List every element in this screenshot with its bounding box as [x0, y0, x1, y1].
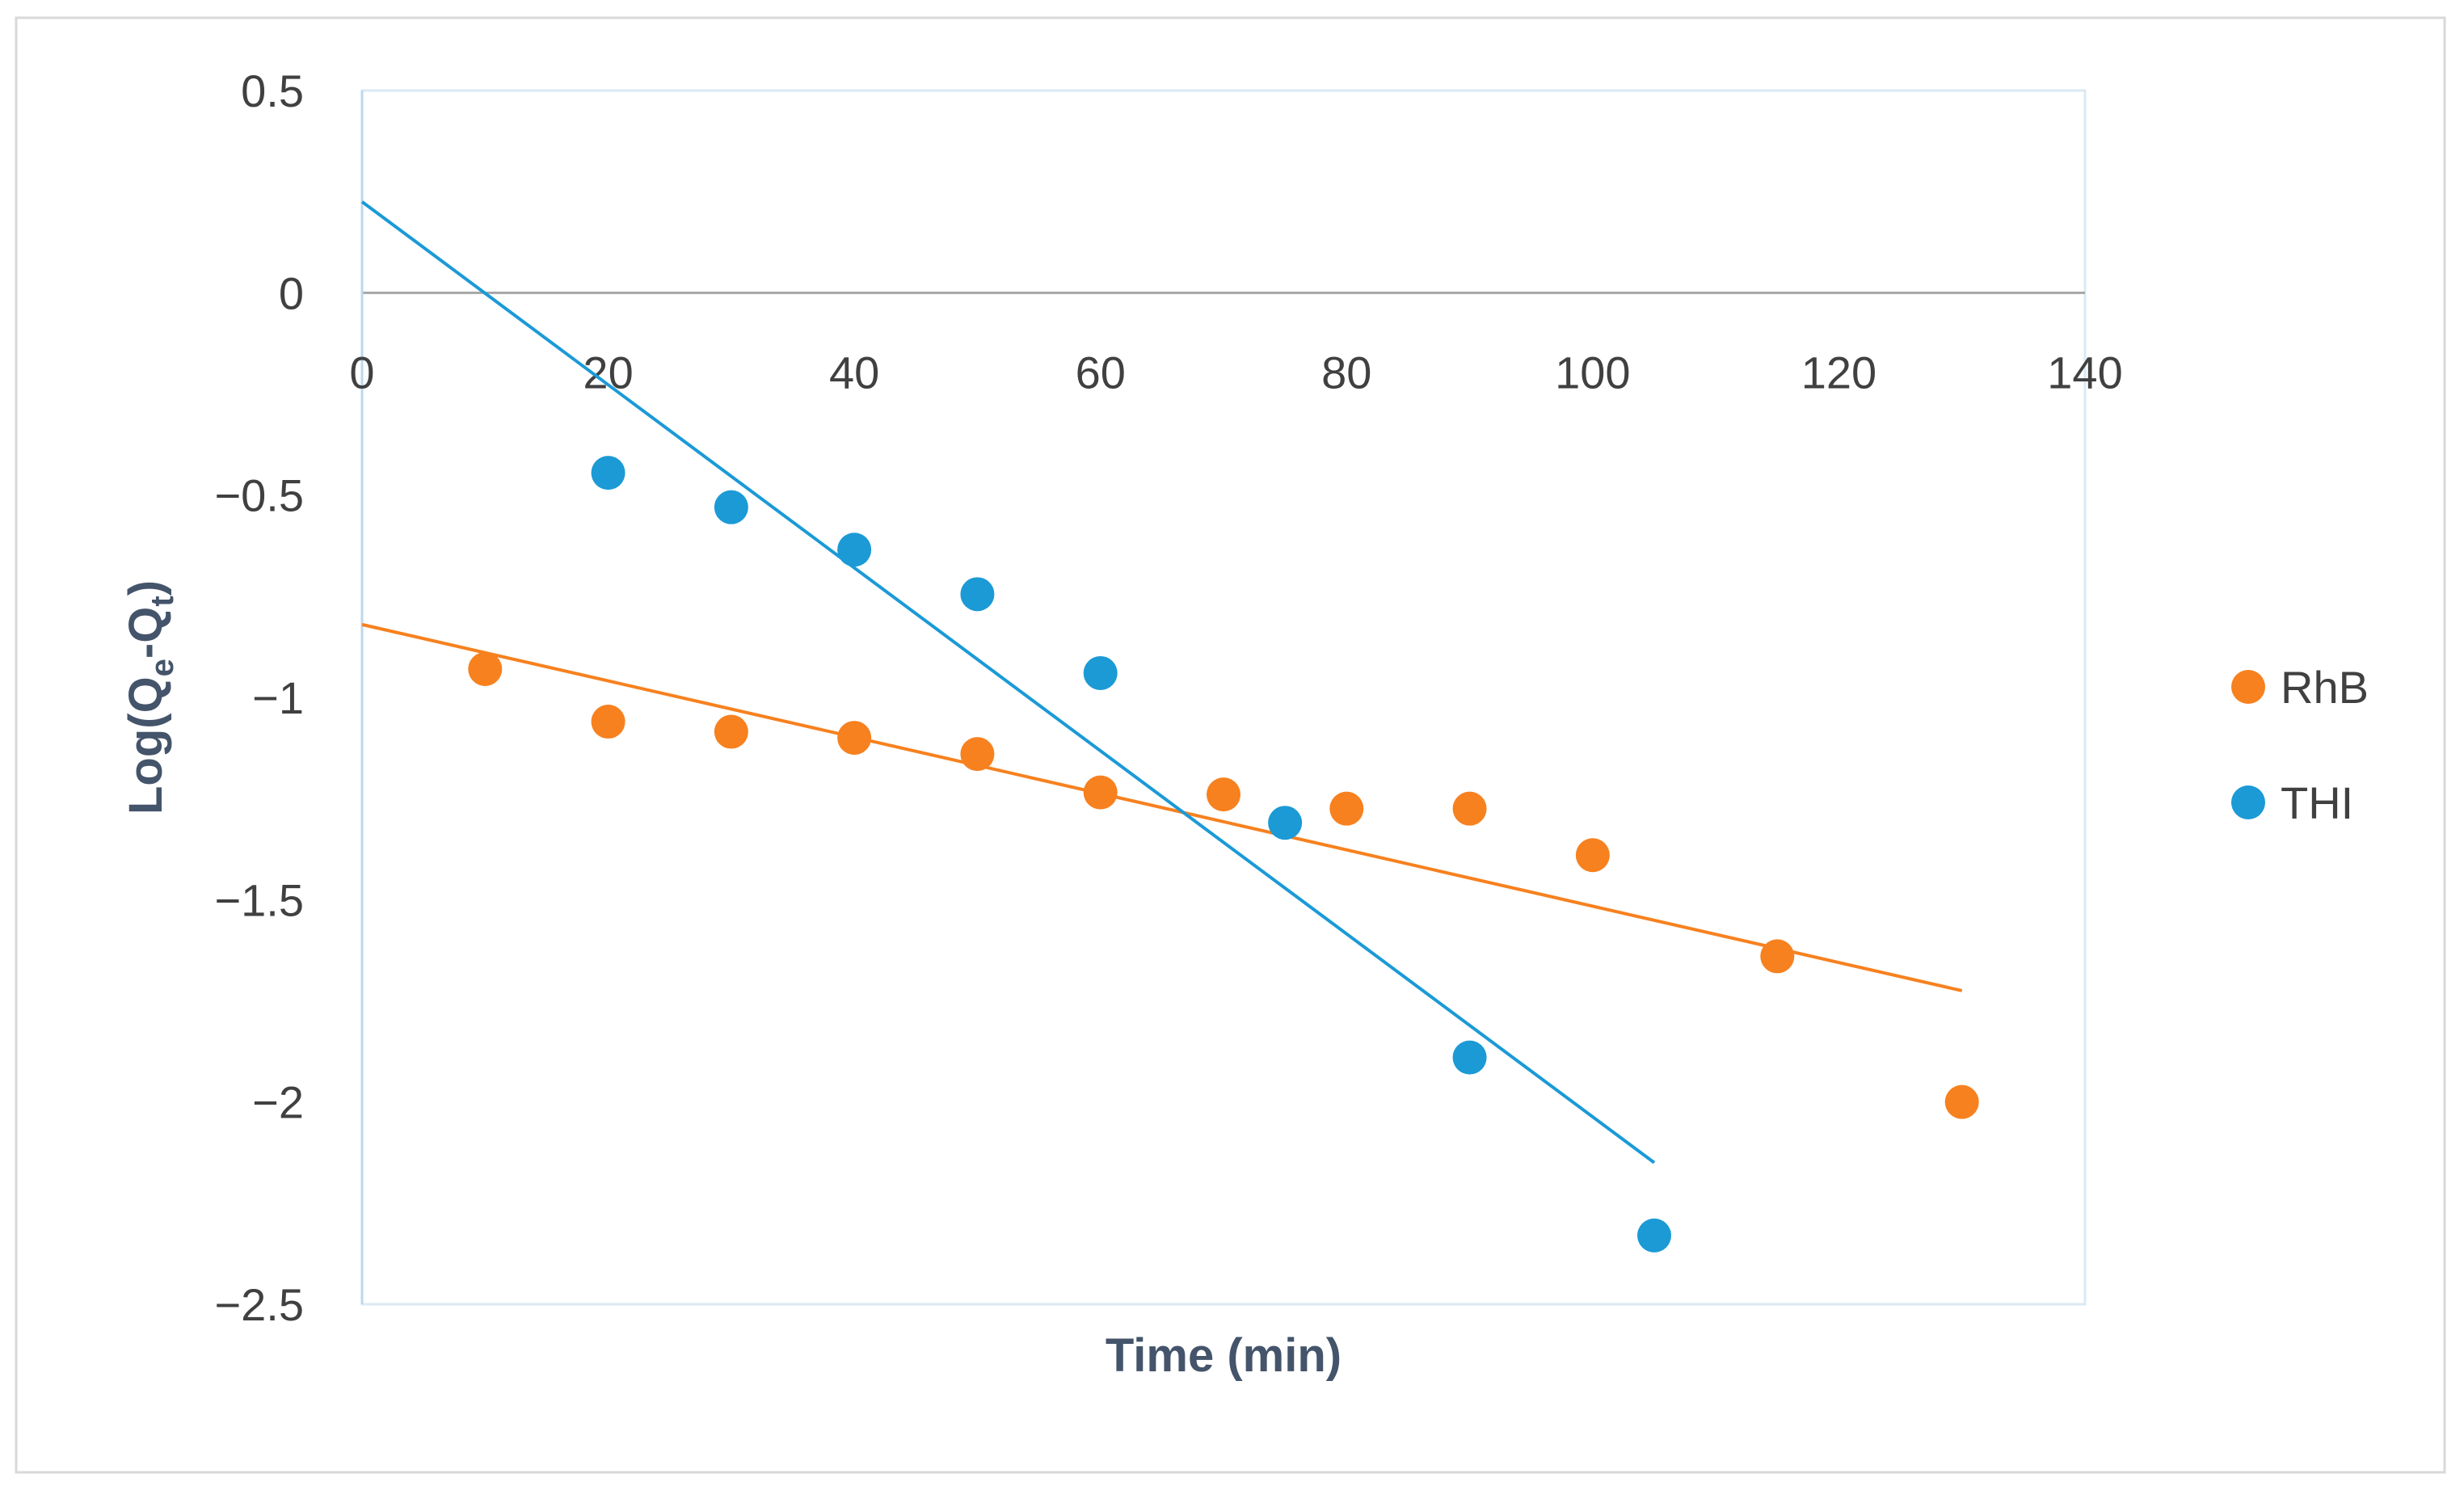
legend: RhB THI [2231, 662, 2369, 828]
y-axis-title: Log(Qe-Qt) [120, 580, 180, 815]
y-tick-label: −1 [252, 672, 304, 723]
y-axis-title-end: ) [120, 580, 172, 596]
data-point-rhb [468, 651, 503, 686]
data-point-rhb [1452, 791, 1487, 826]
trendline-thi [360, 200, 1656, 1164]
x-tick-label: 100 [1555, 347, 1630, 398]
y-tick-label: −2 [252, 1077, 304, 1128]
data-point-thi [960, 577, 995, 612]
data-point-thi [591, 456, 625, 491]
data-point-thi [837, 533, 872, 567]
data-point-rhb [1329, 791, 1364, 826]
x-tick-label: 40 [829, 347, 879, 398]
data-point-rhb [837, 721, 872, 756]
x-tick-label: 80 [1321, 347, 1371, 398]
data-point-rhb [714, 714, 748, 749]
y-tick-label: 0.5 [241, 65, 304, 116]
data-point-thi [1637, 1218, 1671, 1253]
data-point-thi [1452, 1040, 1487, 1075]
y-tick-label: −1.5 [214, 874, 304, 925]
data-point-rhb [1760, 939, 1795, 974]
x-tick-label: 120 [1801, 347, 1876, 398]
y-axis-title-sub2: t [145, 596, 180, 606]
data-points [468, 456, 1979, 1253]
y-tick-label: 0 [279, 267, 304, 318]
data-point-rhb [1575, 838, 1610, 873]
legend-marker-rhb [2231, 670, 2265, 704]
data-point-rhb [1944, 1084, 1979, 1119]
data-point-thi [1083, 655, 1118, 690]
y-axis-title-base: Log(Q [120, 676, 172, 815]
y-tick-labels: 0.5 0 −0.5 −1 −1.5 −2 −2.5 [214, 65, 304, 1330]
y-axis-title-mid: -Q [120, 607, 172, 659]
data-point-rhb [1083, 775, 1118, 810]
legend-label-rhb: RhB [2281, 662, 2369, 713]
y-tick-label: −0.5 [214, 470, 304, 521]
trendline-rhb [361, 622, 1963, 992]
legend-label-thi: THI [2281, 777, 2353, 828]
x-tick-label: 60 [1076, 347, 1126, 398]
data-point-thi [714, 490, 748, 524]
x-tick-labels: 0 20 40 60 80 100 120 140 [349, 347, 2122, 398]
chart-frame [15, 16, 2446, 1474]
data-point-rhb [1207, 777, 1240, 812]
x-tick-label: 140 [2047, 347, 2122, 398]
trendlines [360, 200, 1963, 1164]
data-point-thi [1268, 806, 1303, 840]
y-tick-label: −2.5 [214, 1279, 304, 1330]
y-axis-title-sub1: e [145, 659, 180, 676]
x-axis-title: Time (min) [1106, 1329, 1342, 1382]
legend-marker-thi [2231, 785, 2265, 819]
data-point-rhb [960, 737, 995, 772]
data-point-rhb [591, 705, 625, 739]
x-tick-label: 0 [349, 347, 374, 398]
